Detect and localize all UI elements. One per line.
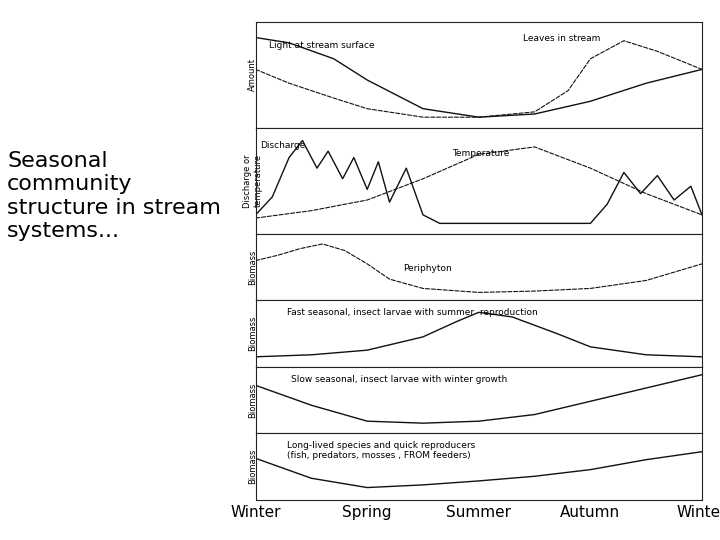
Text: Fast seasonal, insect larvae with summer  reproduction: Fast seasonal, insect larvae with summer… (287, 308, 538, 318)
Y-axis label: Biomass: Biomass (248, 249, 257, 285)
Y-axis label: Biomass: Biomass (248, 382, 257, 417)
Text: Light at stream surface: Light at stream surface (269, 40, 374, 50)
Text: Slow seasonal, insect larvae with winter growth: Slow seasonal, insect larvae with winter… (292, 375, 508, 384)
Text: Discharge: Discharge (260, 140, 305, 150)
Y-axis label: Amount: Amount (248, 58, 257, 91)
Text: Periphyton: Periphyton (403, 264, 451, 273)
Y-axis label: Biomass: Biomass (248, 449, 257, 484)
Y-axis label: Discharge or
temperature: Discharge or temperature (243, 154, 263, 208)
Y-axis label: Biomass: Biomass (248, 316, 257, 351)
Text: Leaves in stream: Leaves in stream (523, 35, 600, 43)
Text: Long-lived species and quick reproducers
(fish, predators, mosses , FROM feeders: Long-lived species and quick reproducers… (287, 441, 475, 461)
Text: Temperature: Temperature (452, 149, 509, 158)
Text: Seasonal
community
structure in stream
systems...: Seasonal community structure in stream s… (7, 151, 221, 241)
